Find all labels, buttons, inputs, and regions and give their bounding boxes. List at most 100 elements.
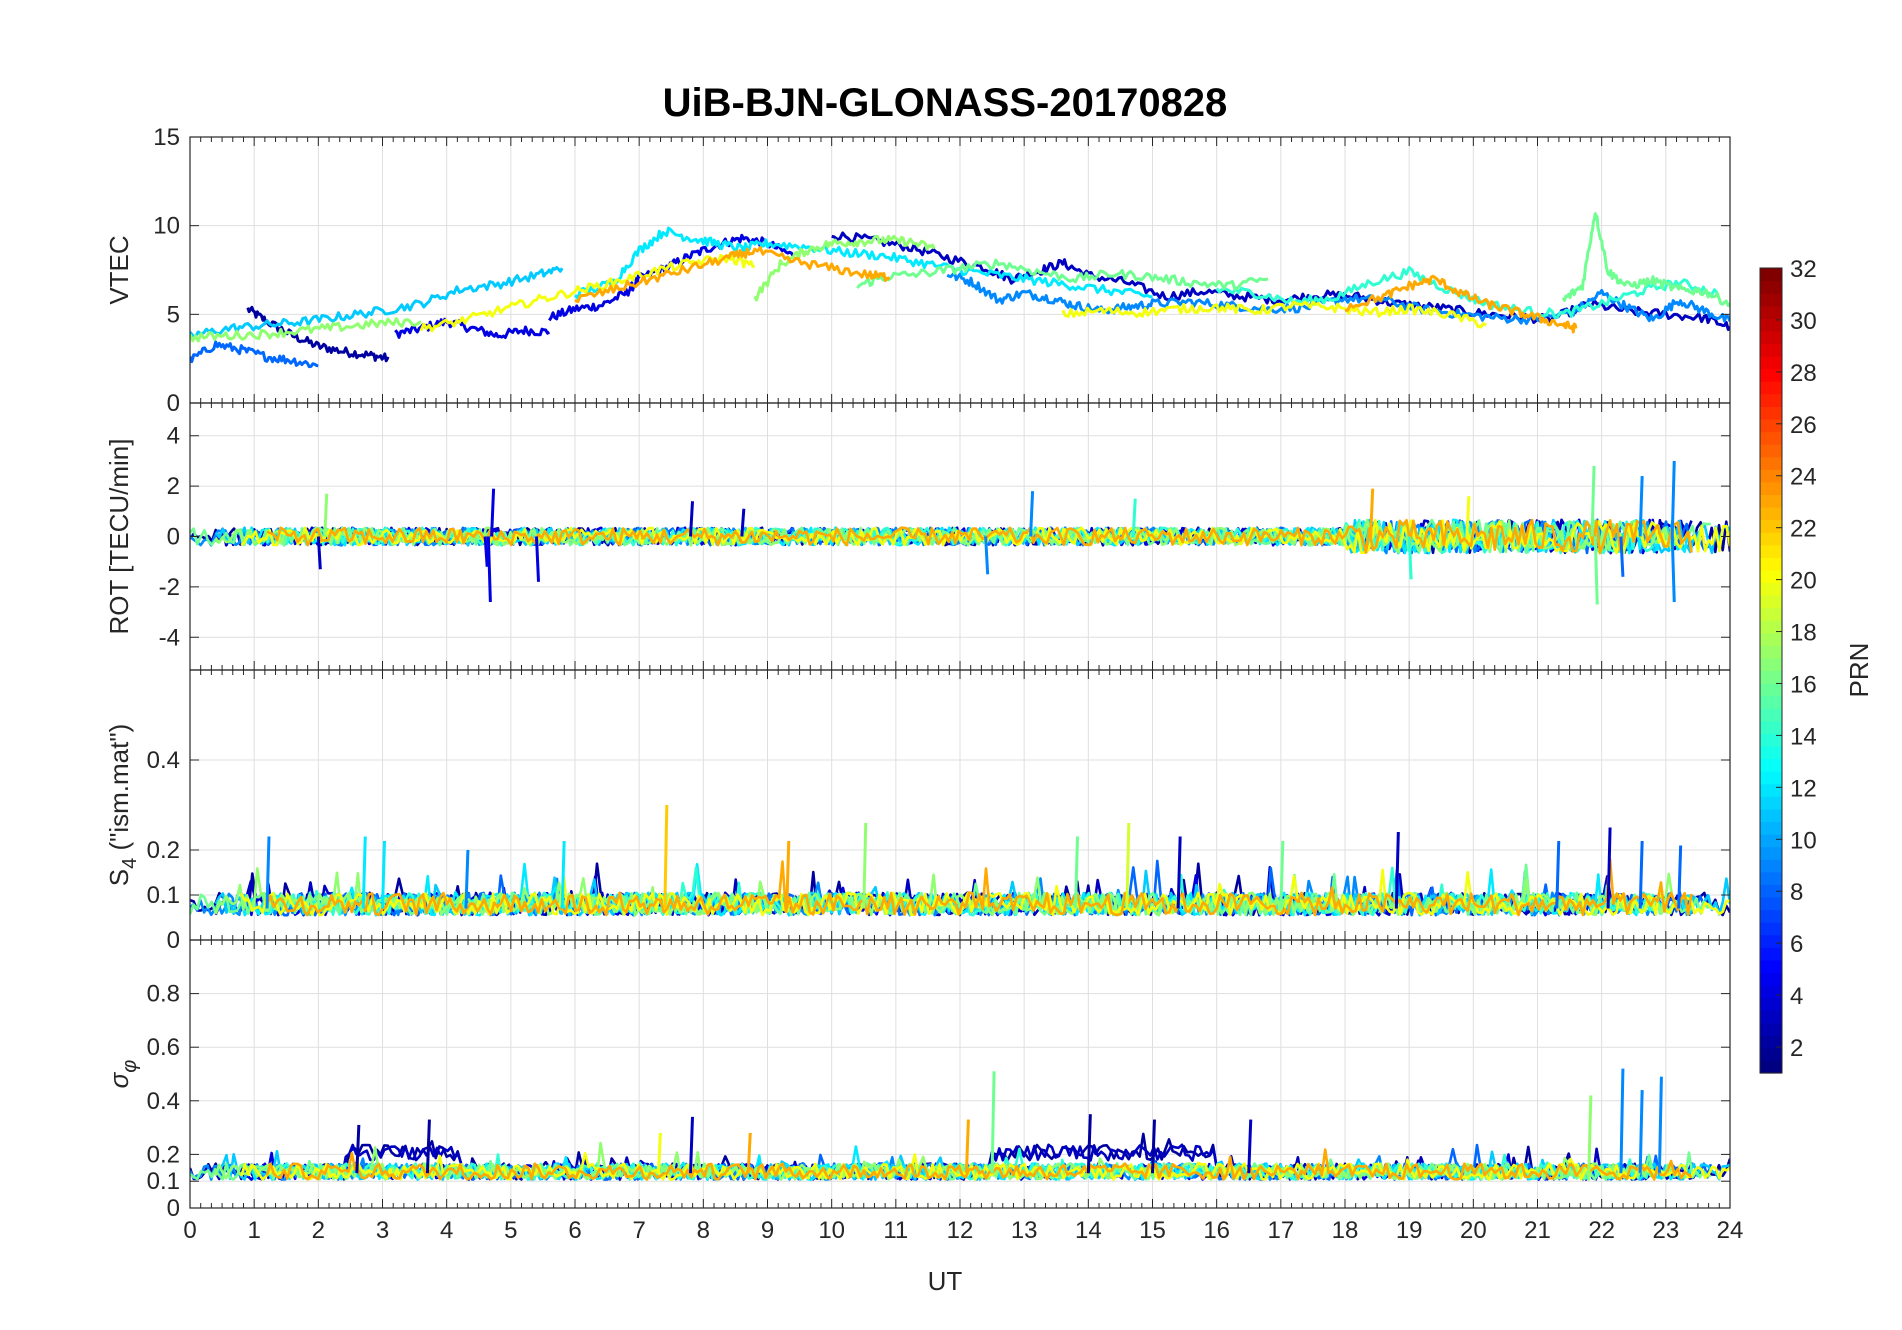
sigma_phi-spike <box>746 1132 752 1174</box>
y-tick-label: 0.4 <box>147 1088 180 1115</box>
s4-spike <box>361 836 367 909</box>
colorbar-tick-label: 8 <box>1790 879 1803 906</box>
colorbar-band <box>1760 418 1782 433</box>
colorbar-band <box>1760 796 1782 810</box>
y-tick-label: 0 <box>167 1195 180 1222</box>
x-tick-label: 16 <box>1203 1217 1230 1244</box>
colorbar-tick-label: 2 <box>1790 1035 1803 1062</box>
x-tick-label: 2 <box>312 1217 325 1244</box>
rot-spike <box>486 536 492 603</box>
y-tick-label: 0 <box>167 524 180 551</box>
colorbar-band <box>1760 544 1782 558</box>
rot-spike <box>535 536 540 582</box>
colorbar-tick-label: 32 <box>1790 256 1817 283</box>
colorbar-band <box>1760 519 1782 533</box>
s4-spike <box>1176 836 1182 909</box>
vtec-series-prn-8 <box>190 340 319 369</box>
s4-trace-prn-23 <box>265 857 1693 917</box>
vtec-series-prn-16 <box>856 258 1269 291</box>
colorbar-band <box>1760 997 1782 1011</box>
x-tick-label: 19 <box>1396 1217 1423 1244</box>
colorbar-band <box>1760 431 1782 445</box>
sigma_phi-spike <box>1638 1090 1644 1174</box>
x-tick-label: 9 <box>761 1217 774 1244</box>
colorbar-band <box>1760 343 1782 357</box>
colorbar-band <box>1760 406 1782 420</box>
colorbar-band <box>1760 569 1782 584</box>
sigma_phi-trace-prn-14 <box>266 1147 1655 1181</box>
colorbar-band <box>1760 959 1782 973</box>
colorbar-band <box>1760 934 1782 948</box>
x-tick-label: 23 <box>1652 1217 1679 1244</box>
panel-rot: -4 -2 0 2 4 ROT [TECU/min] <box>104 402 1731 671</box>
colorbar-frame <box>1759 267 1783 1074</box>
rot-spike <box>1369 488 1375 537</box>
colorbar-band <box>1760 758 1782 772</box>
colorbar-band <box>1760 783 1782 797</box>
colorbar-band <box>1760 506 1782 521</box>
colorbar-tick-label: 20 <box>1790 568 1817 595</box>
colorbar-band <box>1760 469 1782 483</box>
rot-spike <box>1593 536 1599 605</box>
rot-spike <box>1590 465 1596 537</box>
sigma_phi-trace-prn-20 <box>240 1152 1730 1181</box>
x-tick-label: 24 <box>1717 1217 1744 1244</box>
x-tick-label: 15 <box>1139 1217 1166 1244</box>
panel-data-sigma_phi <box>190 1068 1730 1181</box>
y-tick-label: 0.1 <box>147 1168 180 1195</box>
y-tick-label: 0.2 <box>147 837 180 864</box>
x-tick-label: 20 <box>1460 1217 1487 1244</box>
colorbar-band <box>1760 557 1782 571</box>
colorbar-band <box>1760 896 1782 911</box>
rot-spike <box>1465 496 1471 537</box>
y-axis-label-vtec: VTEC <box>104 235 134 304</box>
colorbar-tick-label: 12 <box>1790 775 1817 802</box>
colorbar-band <box>1760 708 1782 722</box>
x-tick-label: 10 <box>818 1217 845 1244</box>
colorbar-band <box>1760 984 1782 999</box>
s4-spike <box>381 840 386 909</box>
y-tick-label: 10 <box>153 213 180 240</box>
colorbar-band <box>1760 607 1782 621</box>
colorbar-band <box>1760 1060 1782 1074</box>
colorbar-tick-label: 4 <box>1790 983 1803 1010</box>
sigma_phi-spike <box>964 1119 970 1174</box>
y-axis-label-s4: S4 ("ism.mat") <box>104 724 141 886</box>
panel-data-vtec <box>190 212 1730 369</box>
colorbar-tick-label: 10 <box>1790 827 1817 854</box>
colorbar-band <box>1760 733 1782 747</box>
y-tick-label: 0.2 <box>147 1141 180 1168</box>
sigma_phi-spike <box>1657 1076 1663 1174</box>
s4-spike <box>464 849 470 909</box>
y-tick-label: 5 <box>167 301 180 328</box>
colorbar-band <box>1760 356 1782 370</box>
rot-trace-prn-23 <box>266 518 1693 555</box>
rot-spike <box>323 493 329 537</box>
s4-spike <box>1677 845 1683 909</box>
colorbar-tick-label: 30 <box>1790 308 1817 335</box>
vtec-series-prn-11 <box>190 266 564 338</box>
y-tick-label: -4 <box>159 624 180 651</box>
colorbar-band <box>1760 884 1782 898</box>
vtec-series-prn-16 <box>1561 212 1730 308</box>
colorbar-band <box>1760 745 1782 760</box>
colorbar-band <box>1760 305 1782 319</box>
x-tick-label: 0 <box>183 1217 196 1244</box>
colorbar-band <box>1760 871 1782 885</box>
colorbar-band <box>1760 368 1782 382</box>
y-tick-label: 4 <box>167 423 180 450</box>
x-tick-label: 3 <box>376 1217 389 1244</box>
colorbar-band <box>1760 695 1782 709</box>
s4-spike <box>862 822 868 909</box>
colorbar-band <box>1760 922 1782 936</box>
colorbar-band <box>1760 771 1782 785</box>
x-tick-label: 7 <box>632 1217 645 1244</box>
sigma_phi-spike <box>355 1124 361 1174</box>
vtec-series-prn-17 <box>753 234 936 302</box>
s4-spike <box>785 840 791 909</box>
colorbar-band <box>1760 947 1782 961</box>
sigma_phi-spike <box>656 1132 662 1174</box>
